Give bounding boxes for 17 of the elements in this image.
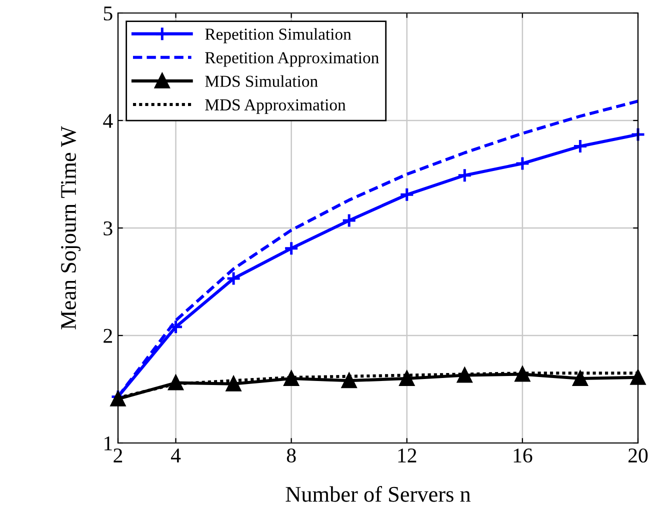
legend-label: MDS Simulation <box>205 75 318 87</box>
x-axis-title: Number of Servers n <box>286 486 471 502</box>
x-tick-label: 2 <box>114 448 122 462</box>
y-tick-label: 1 <box>104 436 112 450</box>
x-tick-label: 16 <box>514 448 532 463</box>
x-tick-label: 12 <box>398 448 416 462</box>
y-tick-label: 5 <box>104 6 112 20</box>
legend-label: MDS Approximation <box>205 99 346 114</box>
y-tick-label: 4 <box>103 114 113 128</box>
legend-label: Repetition Approximation <box>205 52 379 67</box>
legend-label: Repetition Simulation <box>205 28 352 44</box>
x-tick-label: 8 <box>286 448 296 463</box>
y-tick-label: 2 <box>104 328 112 343</box>
y-tick-label: 3 <box>104 221 112 236</box>
y-axis-title: Mean Sojourn Time W <box>61 126 80 330</box>
x-tick-label: 4 <box>170 448 181 462</box>
x-tick-label: 20 <box>628 448 648 463</box>
